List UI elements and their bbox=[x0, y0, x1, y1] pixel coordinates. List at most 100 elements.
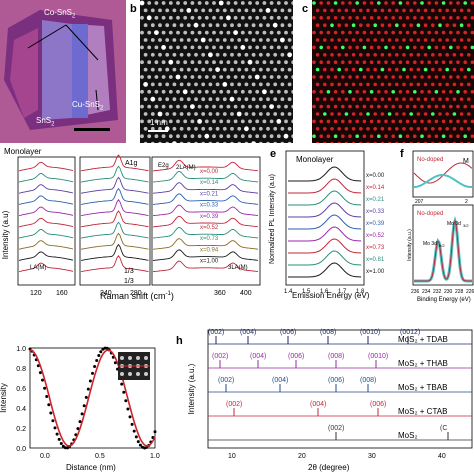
atom-column bbox=[233, 134, 238, 139]
dopant-site bbox=[467, 67, 471, 72]
tick-label: 1.8 bbox=[356, 289, 365, 295]
host-site bbox=[337, 141, 341, 143]
atom-column bbox=[186, 82, 191, 87]
host-site bbox=[398, 90, 403, 94]
dopant-site bbox=[423, 67, 428, 72]
atom-column bbox=[226, 119, 231, 124]
host-site bbox=[409, 67, 413, 72]
dopant-site bbox=[463, 1, 467, 5]
atom-column bbox=[194, 126, 198, 131]
host-site bbox=[315, 38, 320, 42]
xrd-peak-label: (004) bbox=[250, 353, 266, 360]
host-site bbox=[312, 45, 316, 50]
atom-column bbox=[230, 112, 234, 116]
host-site bbox=[319, 15, 323, 20]
co-sns2-label: Co-SnS2 bbox=[44, 8, 76, 20]
atom-column bbox=[226, 89, 231, 94]
atom-column bbox=[140, 60, 144, 65]
atom-column bbox=[287, 112, 292, 116]
atom-column bbox=[215, 97, 220, 102]
host-site bbox=[423, 112, 428, 116]
atom-column bbox=[244, 23, 249, 28]
atom-column bbox=[280, 67, 285, 72]
raman-x-label: x=0.94 bbox=[200, 247, 219, 253]
atom-column bbox=[251, 38, 256, 42]
host-site bbox=[359, 141, 363, 143]
dopant-site bbox=[344, 112, 349, 116]
atom-column bbox=[165, 38, 170, 42]
host-site bbox=[420, 119, 424, 124]
dopant-site bbox=[333, 1, 338, 5]
atom-column bbox=[237, 52, 242, 57]
host-site bbox=[333, 75, 338, 79]
atom-column bbox=[158, 82, 162, 87]
atom-column bbox=[255, 45, 260, 50]
profile-point bbox=[134, 435, 138, 439]
host-site bbox=[377, 119, 381, 124]
atom-column bbox=[291, 104, 293, 109]
host-site bbox=[348, 1, 352, 5]
host-site bbox=[380, 38, 385, 42]
inset-atom bbox=[144, 372, 148, 376]
atom-column bbox=[161, 89, 166, 94]
atom-column bbox=[219, 134, 224, 139]
atom-column bbox=[273, 82, 278, 87]
dopant-site bbox=[470, 45, 474, 50]
host-site bbox=[456, 45, 460, 50]
host-site bbox=[402, 97, 406, 101]
host-site bbox=[441, 15, 446, 20]
host-site bbox=[431, 127, 435, 131]
host-site bbox=[319, 1, 323, 5]
raman-plot: Intensity (a.u) x=0.00 x=0.14 x=0.21 x=0.33 x… bbox=[1, 154, 261, 297]
xrd-peak-label: (0010) bbox=[360, 329, 380, 336]
atom-column bbox=[179, 97, 184, 102]
atom-column bbox=[182, 89, 188, 95]
atom-column bbox=[204, 133, 210, 139]
atom-column bbox=[154, 60, 159, 65]
dopant-site bbox=[431, 112, 435, 116]
host-site bbox=[449, 90, 453, 94]
atom-column bbox=[291, 45, 293, 50]
host-site bbox=[431, 141, 435, 143]
host-site bbox=[384, 15, 388, 20]
tick-label: 360 bbox=[214, 290, 226, 297]
dopant-site bbox=[441, 1, 446, 5]
atom-column bbox=[273, 38, 278, 42]
atom-column bbox=[287, 141, 292, 143]
dopant-site bbox=[333, 134, 338, 138]
host-site bbox=[330, 38, 334, 42]
panel-b-stem-image: 1 nm bbox=[140, 0, 293, 143]
pl-x-label: x=0.81 bbox=[366, 257, 385, 263]
host-site bbox=[337, 112, 341, 116]
host-site bbox=[373, 82, 377, 87]
atom-column bbox=[255, 119, 260, 124]
xps-peak bbox=[414, 219, 472, 282]
host-site bbox=[387, 67, 392, 72]
pl-spectrum bbox=[288, 202, 362, 218]
atom-column bbox=[212, 104, 216, 109]
host-site bbox=[319, 104, 323, 109]
tick-label: 240 bbox=[100, 290, 112, 297]
host-site bbox=[326, 45, 331, 50]
atom-column bbox=[276, 60, 281, 65]
atom-column bbox=[219, 75, 224, 79]
host-site bbox=[420, 30, 424, 35]
atom-column bbox=[248, 89, 252, 94]
host-site bbox=[312, 75, 316, 79]
atom-column bbox=[269, 75, 274, 79]
tick-label: 236 bbox=[411, 289, 420, 295]
atom-column bbox=[204, 15, 209, 20]
atom-column bbox=[262, 60, 267, 65]
host-site bbox=[387, 38, 392, 42]
atom-column bbox=[230, 23, 234, 28]
host-site bbox=[362, 1, 367, 5]
atom-column bbox=[150, 82, 155, 87]
host-site bbox=[366, 38, 370, 42]
peak-label: A1g bbox=[125, 160, 138, 167]
atom-column bbox=[240, 60, 245, 65]
atom-column bbox=[158, 141, 162, 143]
host-site bbox=[438, 141, 442, 143]
raman-x-label: x=0.00 bbox=[200, 169, 219, 175]
atom-column bbox=[176, 30, 180, 35]
xrd-peak-label: (006) bbox=[288, 353, 304, 360]
